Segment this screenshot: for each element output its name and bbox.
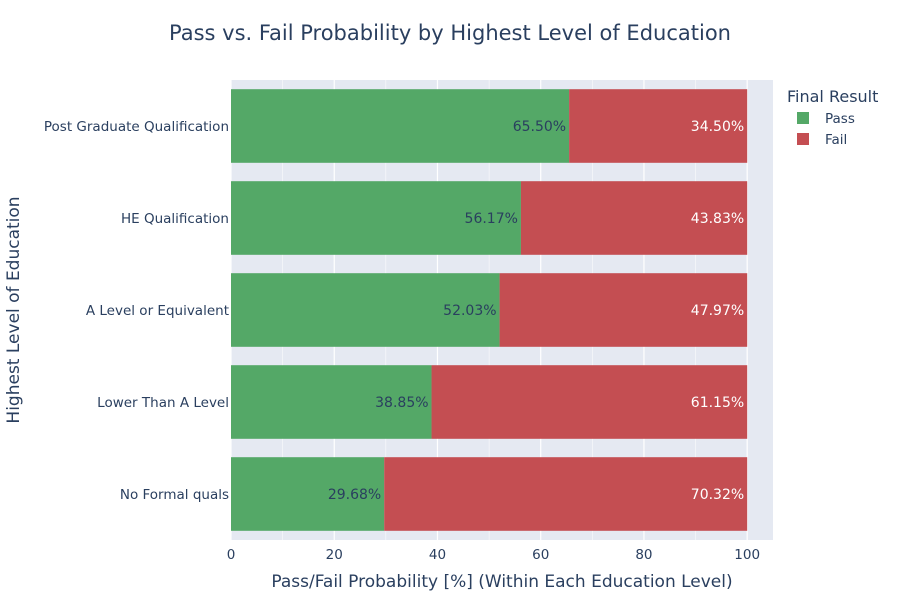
bar-pass: [231, 181, 521, 255]
data-label: 56.17%: [465, 211, 518, 227]
bar-pass: [231, 273, 500, 347]
y-tick-label: Post Graduate Qualification: [44, 119, 229, 135]
data-label: 47.97%: [691, 303, 744, 319]
y-tick-label: No Formal quals: [120, 487, 229, 503]
data-label: 29.68%: [328, 487, 381, 503]
legend-swatch-fail: [797, 133, 809, 145]
data-label: 65.50%: [513, 119, 566, 135]
bar-fail: [384, 457, 748, 531]
data-label: 61.15%: [691, 395, 744, 411]
y-tick-label: A Level or Equivalent: [86, 303, 229, 319]
legend: Final Result Pass Fail: [787, 87, 878, 148]
data-label: 70.32%: [691, 487, 744, 503]
y-tick-label: HE Qualification: [121, 211, 229, 227]
legend-swatch-pass: [797, 112, 809, 124]
data-label: 38.85%: [375, 395, 428, 411]
legend-label-pass: Pass: [825, 111, 855, 127]
y-axis-title: Highest Level of Education: [4, 196, 24, 423]
legend-title: Final Result: [787, 87, 878, 106]
bars: 65.50% 34.50% 56.17% 43.83% 52.03% 47.97% 38.8…: [231, 89, 748, 531]
bar-pass: [231, 365, 432, 439]
bar-pass: [231, 457, 385, 531]
y-tick-label: Lower Than A Level: [97, 395, 229, 411]
bar-fail: [431, 365, 748, 439]
axis-ticks: 0 20 40 60 80 100 Post Graduate Qualification H…: [44, 119, 760, 563]
x-tick-label: 80: [635, 547, 652, 563]
chart-title: Pass vs. Fail Probability by Highest Lev…: [169, 21, 731, 45]
x-tick-label: 20: [326, 547, 343, 563]
legend-label-fail: Fail: [825, 132, 847, 148]
x-tick-label: 40: [429, 547, 446, 563]
x-tick-label: 0: [227, 547, 236, 563]
bar-pass: [231, 89, 570, 163]
bar-fail: [520, 181, 748, 255]
data-label: 52.03%: [443, 303, 496, 319]
bar-fail: [499, 273, 748, 347]
bar-fail: [569, 89, 748, 163]
data-label: 34.50%: [691, 119, 744, 135]
x-tick-label: 60: [532, 547, 549, 563]
x-tick-label: 100: [734, 547, 760, 563]
data-label: 43.83%: [691, 211, 744, 227]
x-axis-title: Pass/Fail Probability [%] (Within Each E…: [271, 572, 732, 592]
